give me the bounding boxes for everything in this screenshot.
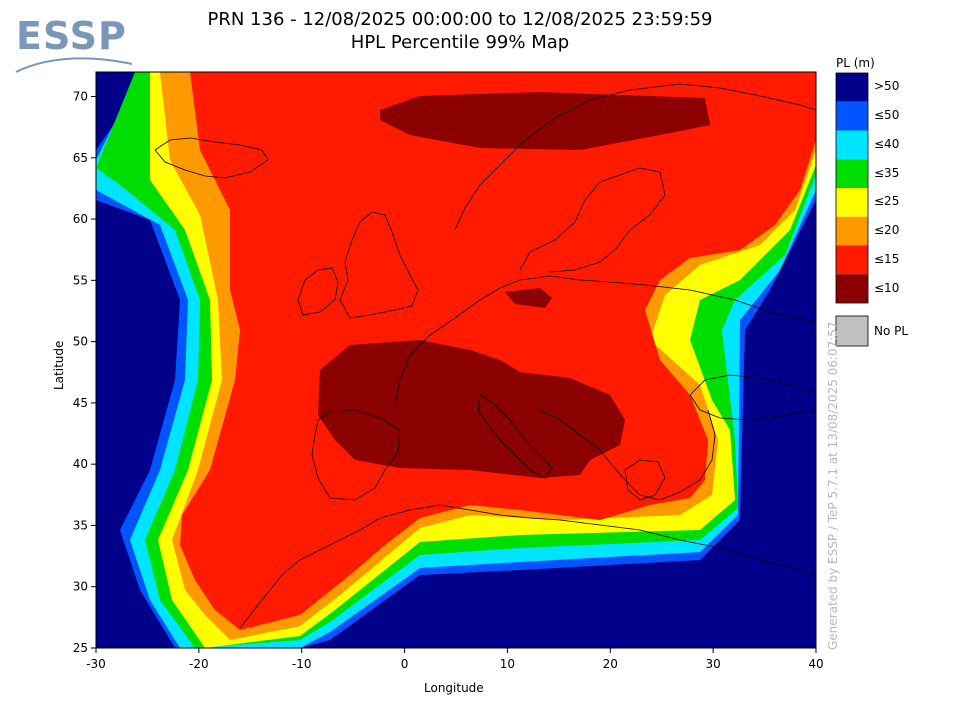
legend-item-label: ≤35 [874, 165, 900, 180]
legend-title: PL (m) [836, 56, 875, 70]
legend-colorbar [835, 72, 869, 304]
legend-nopl-swatch [835, 315, 869, 347]
x-axis-ticks: -30 -20 -10 0 10 20 30 40 [86, 648, 824, 671]
y-tick-label: 50 [73, 335, 88, 349]
coastline-greece [624, 459, 666, 501]
y-tick-label: 25 [73, 641, 88, 655]
legend-swatch [836, 216, 868, 246]
x-tick-label: 40 [808, 657, 823, 671]
x-tick-label: 0 [401, 657, 409, 671]
zone-le10-south [318, 340, 625, 478]
legend-frame [835, 72, 869, 304]
coastline-britain [339, 211, 419, 319]
x-tick-label: -30 [86, 657, 106, 671]
legend-item-label: ≤40 [874, 136, 900, 151]
legend-swatch [836, 245, 868, 275]
coastline-balkans [539, 409, 716, 501]
x-tick-label: -20 [189, 657, 209, 671]
coastline-mainland-europe [394, 275, 816, 406]
legend-item-label: ≤50 [874, 108, 900, 123]
legend-item-label: ≤10 [874, 280, 900, 295]
y-tick-label: 45 [73, 396, 88, 410]
y-axis-ticks: 70 65 60 55 50 45 40 35 30 25 [73, 90, 96, 655]
x-tick-label: 10 [500, 657, 515, 671]
legend-item-label: >50 [874, 79, 900, 94]
legend-swatch [836, 101, 868, 131]
essp-logo [14, 14, 134, 80]
coastline-north-africa [239, 504, 816, 629]
coastline-iberia [311, 409, 401, 501]
x-tick-label: 30 [706, 657, 721, 671]
x-tick-label: 20 [603, 657, 618, 671]
legend-swatch [836, 130, 868, 160]
legend-swatch [836, 274, 868, 303]
x-tick-label: -10 [292, 657, 312, 671]
x-axis-title: Longitude [424, 681, 484, 695]
map-plot-area [96, 72, 816, 648]
plot-frame [95, 71, 817, 649]
legend-swatch [836, 73, 868, 102]
y-tick-label: 70 [73, 90, 88, 104]
y-tick-label: 35 [73, 518, 88, 532]
legend-item-label: ≤15 [874, 251, 900, 266]
map-title: PRN 136 - 12/08/2025 00:00:00 to 12/08/2… [207, 9, 713, 30]
logo-swoosh-icon [15, 57, 133, 73]
generated-watermark: Generated by ESSP / TeP 5.7.1 at 13/08/2… [826, 321, 840, 650]
zone-le10-patch [505, 288, 552, 308]
y-tick-label: 30 [73, 580, 88, 594]
coastline-black-sea [689, 374, 816, 421]
legend-nopl-label: No PL [874, 324, 909, 338]
y-tick-label: 40 [73, 457, 88, 471]
legend-swatch [836, 159, 868, 188]
logo-text: ESSP [16, 14, 127, 58]
y-axis-title: Latitude [52, 340, 66, 390]
coastlines [154, 83, 816, 629]
coastline-iceland [154, 137, 269, 179]
y-tick-label: 65 [73, 151, 88, 165]
y-tick-label: 60 [73, 212, 88, 226]
legend-item-label: ≤25 [874, 194, 900, 209]
map-subtitle: HPL Percentile 99% Map [350, 32, 570, 53]
zone-le15 [180, 72, 816, 630]
coastline-ireland [297, 267, 339, 316]
legend-item-label: ≤20 [874, 223, 900, 238]
y-tick-label: 55 [73, 273, 88, 287]
coastline-italy [477, 394, 553, 479]
legend-swatch [836, 188, 868, 217]
zone-le10-north [380, 92, 710, 150]
coastline-scandinavia [454, 83, 816, 273]
